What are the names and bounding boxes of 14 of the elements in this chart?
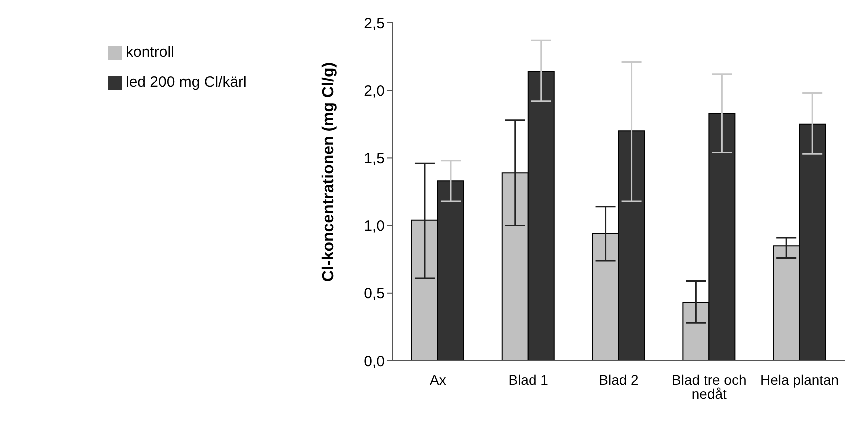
y-tick-label: 2,0 <box>364 82 385 100</box>
x-tick-label: Ax <box>430 372 446 388</box>
y-tick-label: 0,5 <box>364 286 385 303</box>
x-tick-label: Blad 1 <box>508 372 549 388</box>
y-tick-label: 1,5 <box>364 150 385 168</box>
y-axis-title: Cl-koncentrationen (mg Cl/g) <box>320 62 338 282</box>
legend-label: led 200 mg Cl/kärl <box>126 74 247 91</box>
y-tick-label: 1,0 <box>364 218 385 236</box>
y-tick-label: 0,0 <box>364 353 385 370</box>
x-tick-label: Blad 2 <box>599 372 640 388</box>
x-tick-label: Blad tre och nedåt <box>672 372 747 402</box>
y-tick-label: 2,5 <box>364 15 385 32</box>
x-tick-label: Hela plantan <box>760 372 840 388</box>
legend-label: kontroll <box>126 44 174 61</box>
